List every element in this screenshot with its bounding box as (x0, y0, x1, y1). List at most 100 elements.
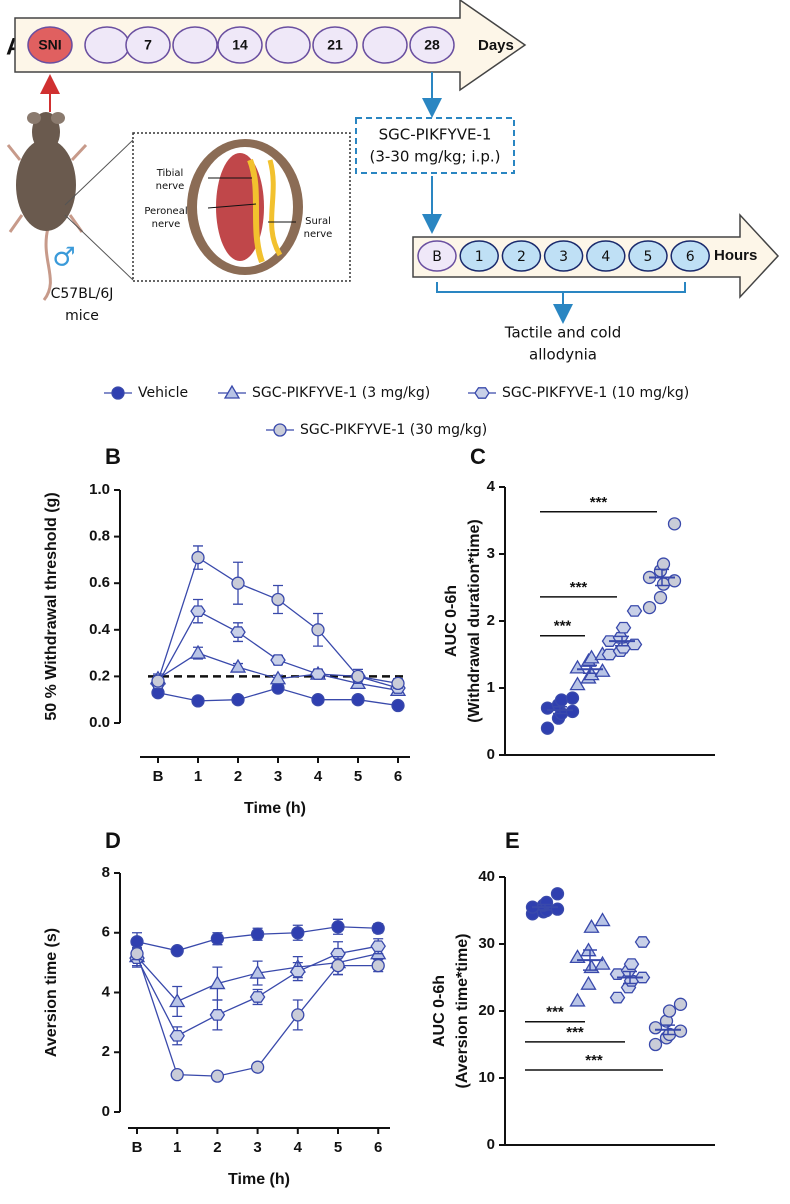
data-point (209, 1009, 226, 1021)
sex-symbol: ♂ (52, 243, 75, 273)
y-tick-label: 0.4 (89, 621, 111, 638)
nerve-label: nerve (152, 219, 181, 230)
nerve-label: nerve (304, 229, 333, 240)
data-point (656, 577, 671, 591)
x-axis-label: Time (h) (244, 800, 306, 817)
y-tick-label: 1.0 (89, 481, 110, 498)
hour-circle (543, 240, 584, 272)
day-circle (409, 26, 455, 64)
legend-label: SGC-PIKFYVE-1 (30 mg/kg) (300, 422, 487, 438)
days-unit: Days (478, 37, 514, 54)
sem-bar (553, 706, 567, 715)
data-point (311, 623, 325, 637)
bracket (436, 282, 686, 293)
hour-circle (670, 240, 710, 272)
y-tick-label: 3 (487, 545, 495, 562)
data-point (130, 947, 144, 961)
data-point (250, 1060, 265, 1074)
zoom-line (64, 214, 134, 281)
data-point (642, 600, 657, 615)
data-point (249, 964, 266, 979)
data-point (170, 944, 184, 958)
data-point (554, 693, 569, 707)
y-tick-label: 4 (487, 478, 496, 495)
data-point (290, 965, 306, 978)
outcome: Tactile and cold (504, 324, 621, 342)
hour-circle (586, 240, 626, 272)
data-point (250, 927, 265, 941)
day-circle (27, 26, 73, 64)
sem-bar (583, 664, 597, 675)
data-point (648, 1037, 663, 1052)
x-tick-label: 4 (314, 768, 323, 785)
y-axis-label: Aversion time (s) (43, 928, 60, 1057)
x-tick-label: 2 (234, 768, 242, 785)
mouse (6, 112, 88, 301)
data-point (230, 626, 246, 638)
data-point (634, 936, 651, 948)
y-tick-label: 6 (102, 924, 110, 941)
x-tick-label: 5 (354, 768, 362, 785)
panel-label: E (505, 828, 520, 853)
data-point (565, 704, 580, 719)
y-tick-label: 8 (102, 864, 110, 881)
data-point (210, 932, 225, 946)
data-point (291, 1008, 305, 1022)
data-point (615, 621, 632, 634)
data-point (550, 887, 565, 901)
significance: *** (570, 579, 588, 596)
data-point (550, 902, 565, 916)
nerve-illustration (187, 139, 303, 275)
data-point (580, 975, 597, 990)
sem-bar (615, 635, 629, 647)
hour-label: 6 (686, 249, 695, 265)
data-point (191, 694, 205, 708)
data-point (191, 550, 205, 565)
significance: *** (554, 618, 572, 635)
data-point (269, 670, 287, 685)
significance: *** (590, 494, 608, 511)
legend-label: SGC-PIKFYVE-1 (10 mg/kg) (502, 385, 689, 401)
day-circle (217, 26, 263, 64)
zoom-box (132, 132, 351, 282)
hour-label: 3 (559, 249, 568, 265)
data-point (648, 1021, 663, 1035)
data-point (151, 674, 165, 688)
y-tick-label: 2 (487, 612, 495, 629)
day-label: 14 (232, 37, 248, 53)
data-point (371, 921, 385, 935)
day-circle (312, 26, 358, 64)
x-tick-label: B (132, 1139, 143, 1156)
day-circle (84, 26, 130, 64)
strain: mice (65, 308, 99, 324)
data-point (249, 991, 266, 1003)
data-point (331, 920, 345, 934)
drug-name: SGC-PIKFYVE-1 (379, 126, 492, 144)
x-tick-label: 3 (253, 1139, 261, 1156)
hour-label: 5 (644, 249, 653, 265)
data-point (583, 918, 600, 933)
y-axis-label: (Withdrawal duration*time) (466, 519, 483, 722)
data-point (667, 517, 682, 531)
data-point (169, 993, 186, 1008)
data-point (653, 590, 668, 605)
data-point (331, 958, 345, 973)
sem-bar (623, 970, 637, 985)
day-label: SNI (38, 37, 61, 53)
panel-label: D (105, 828, 121, 853)
data-point (231, 576, 245, 590)
data-point (231, 693, 245, 707)
y-tick-label: 0.0 (89, 714, 110, 731)
sem-bar (655, 568, 669, 587)
y-tick-label: 0.8 (89, 528, 110, 545)
x-tick-label: 1 (194, 768, 202, 785)
data-point (189, 644, 207, 659)
data-point (662, 1004, 677, 1018)
y-axis-label: AUC 0-6h (443, 585, 460, 657)
zoom-line (64, 139, 134, 206)
y-axis-label: 50 % Withdrawal threshold (g) (43, 492, 60, 720)
legend-marker (223, 384, 241, 399)
data-point (169, 1029, 185, 1042)
data-point (351, 669, 365, 684)
